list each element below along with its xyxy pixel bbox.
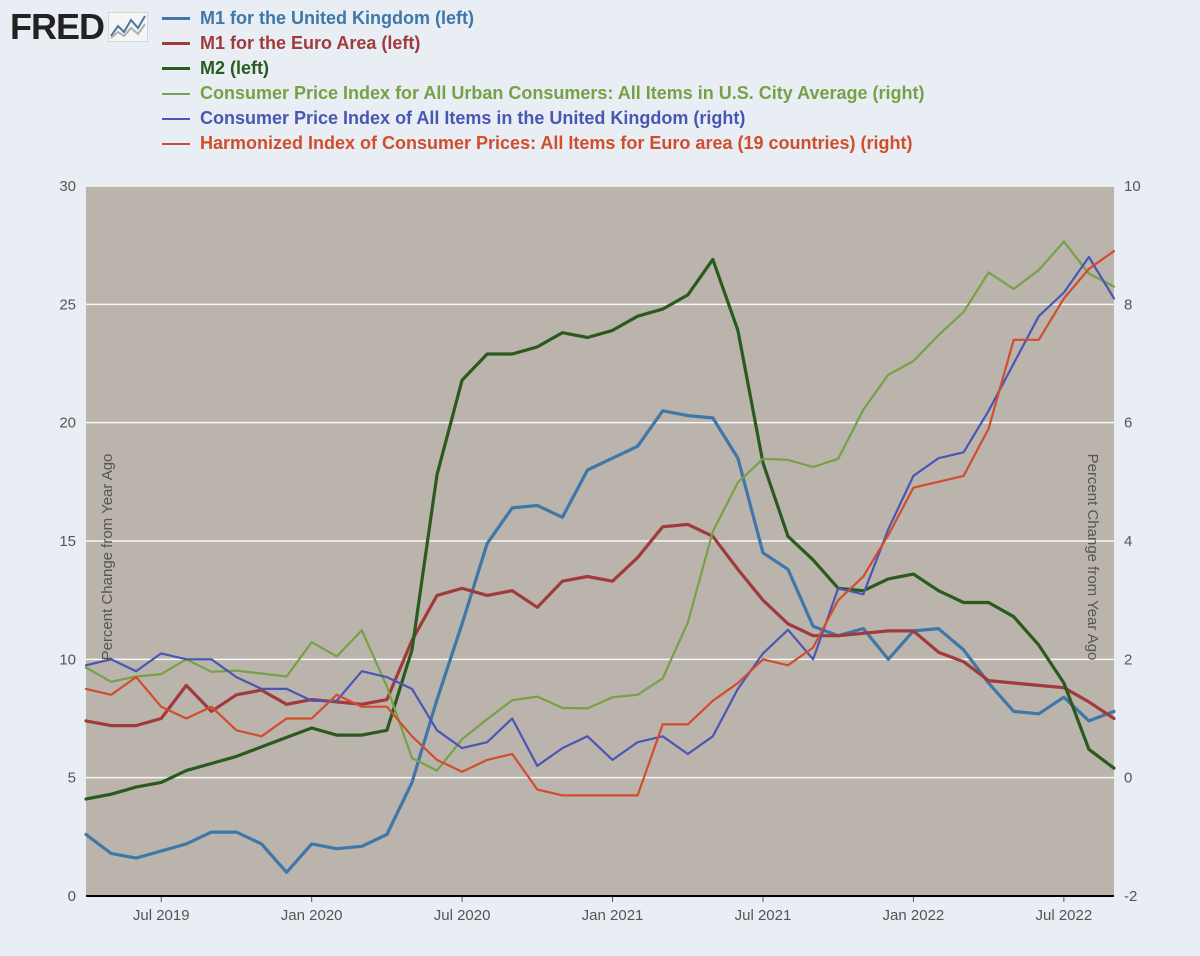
chart-area: Percent Change from Year Ago Percent Cha… (16, 178, 1184, 936)
legend-item[interactable]: M1 for the Euro Area (left) (162, 33, 924, 54)
legend-label: Consumer Price Index of All Items in the… (200, 108, 745, 129)
y-right-tick-label: -2 (1124, 888, 1137, 905)
legend-item[interactable]: Consumer Price Index for All Urban Consu… (162, 83, 924, 104)
legend-item[interactable]: M1 for the United Kingdom (left) (162, 8, 924, 29)
legend-item[interactable]: M2 (left) (162, 58, 924, 79)
y-right-tick-label: 2 (1124, 651, 1132, 668)
chart-legend: M1 for the United Kingdom (left) M1 for t… (162, 8, 924, 154)
logo-text: FRED (10, 6, 104, 48)
y-right-tick-label: 8 (1124, 296, 1132, 313)
legend-swatch (162, 17, 190, 20)
y-axis-right-label: Percent Change from Year Ago (1084, 454, 1101, 661)
chart-header: FRED M1 for the United Kingdom (left)M1 … (10, 6, 1190, 154)
legend-label: M1 for the Euro Area (left) (200, 33, 420, 54)
y-left-tick-label: 25 (59, 296, 76, 313)
y-left-tick-label: 15 (59, 533, 76, 550)
x-tick-label: Jul 2022 (1035, 907, 1092, 924)
y-right-tick-label: 10 (1124, 178, 1141, 195)
x-tick-label: Jan 2021 (582, 907, 644, 924)
x-tick-label: Jan 2022 (883, 907, 945, 924)
x-tick-label: Jul 2021 (735, 907, 792, 924)
x-tick-label: Jul 2019 (133, 907, 190, 924)
y-axis-left-label: Percent Change from Year Ago (99, 454, 116, 661)
y-right-tick-label: 0 (1124, 770, 1132, 787)
legend-label: Harmonized Index of Consumer Prices: All… (200, 133, 912, 154)
y-right-tick-label: 4 (1124, 533, 1132, 550)
legend-label: M2 (left) (200, 58, 269, 79)
y-left-tick-label: 30 (59, 178, 76, 195)
y-left-tick-label: 5 (68, 770, 76, 787)
legend-swatch (162, 143, 190, 145)
legend-label: M1 for the United Kingdom (left) (200, 8, 474, 29)
fred-chart-page: FRED M1 for the United Kingdom (left)M1 … (0, 0, 1200, 956)
legend-swatch (162, 93, 190, 95)
y-right-tick-label: 6 (1124, 415, 1132, 432)
fred-logo: FRED (10, 6, 148, 48)
legend-label: Consumer Price Index for All Urban Consu… (200, 83, 924, 104)
legend-swatch (162, 118, 190, 120)
y-left-tick-label: 0 (68, 888, 76, 905)
legend-item[interactable]: Harmonized Index of Consumer Prices: All… (162, 133, 924, 154)
y-left-tick-label: 10 (59, 651, 76, 668)
y-left-tick-label: 20 (59, 415, 76, 432)
x-tick-label: Jul 2020 (434, 907, 491, 924)
x-tick-label: Jan 2020 (281, 907, 343, 924)
legend-swatch (162, 42, 190, 45)
line-chart: 0 5 10 15 20 25 30 -2 0 2 4 6 8 10 Jul 2019 Jan 2020 Jul… (16, 178, 1184, 936)
chart-logo-icon (108, 12, 148, 42)
legend-swatch (162, 67, 190, 70)
legend-item[interactable]: Consumer Price Index of All Items in the… (162, 108, 924, 129)
